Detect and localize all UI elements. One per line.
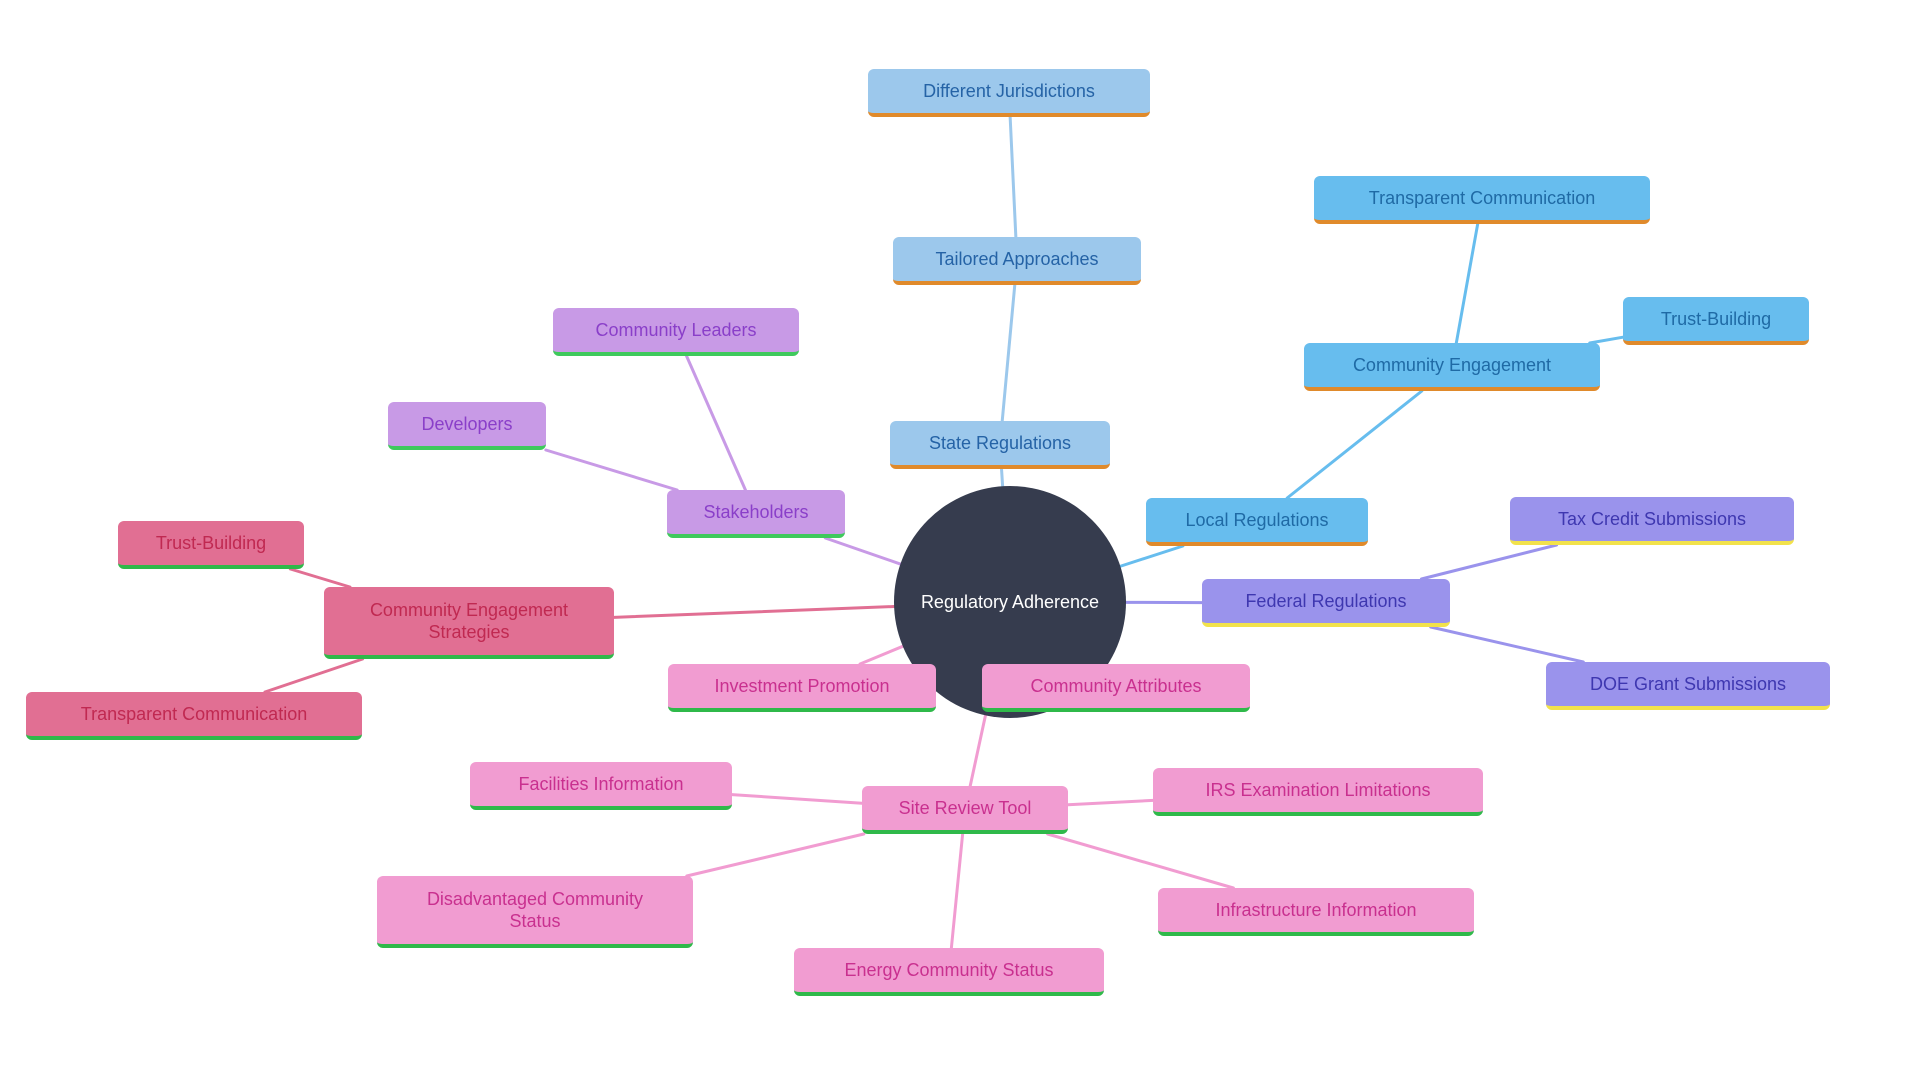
node-developers: Developers — [388, 402, 546, 450]
edge — [1068, 800, 1153, 804]
node-comm_attr: Community Attributes — [982, 664, 1250, 712]
node-local_reg: Local Regulations — [1146, 498, 1368, 546]
node-label: IRS Examination Limitations — [1205, 780, 1430, 801]
mindmap-canvas: Regulatory Adherence Different Jurisdicti… — [0, 0, 1920, 1080]
node-label: Disadvantaged CommunityStatus — [427, 888, 643, 933]
node-disadv: Disadvantaged CommunityStatus — [377, 876, 693, 948]
node-transp_comm1: Transparent Communication — [1314, 176, 1650, 224]
node-label: Developers — [421, 414, 512, 435]
node-state_reg: State Regulations — [890, 421, 1110, 469]
edge — [1287, 391, 1422, 498]
edge — [687, 834, 864, 876]
node-infra: Infrastructure Information — [1158, 888, 1474, 936]
edge — [860, 646, 903, 664]
node-site_review: Site Review Tool — [862, 786, 1068, 834]
edge — [1456, 224, 1477, 343]
node-invest_promo: Investment Promotion — [668, 664, 936, 712]
node-label: State Regulations — [929, 433, 1071, 454]
node-label: Investment Promotion — [714, 676, 889, 697]
edge — [951, 834, 962, 948]
node-facilities: Facilities Information — [470, 762, 732, 810]
node-label: Stakeholders — [703, 502, 808, 523]
edge — [970, 715, 985, 786]
edge — [1048, 834, 1234, 888]
node-trust2: Trust-Building — [118, 521, 304, 569]
node-comm_leaders: Community Leaders — [553, 308, 799, 356]
node-label: Tailored Approaches — [935, 249, 1098, 270]
node-label: Community Leaders — [595, 320, 756, 341]
edge — [614, 606, 894, 617]
node-tax_credit: Tax Credit Submissions — [1510, 497, 1794, 545]
edge — [1002, 285, 1015, 421]
node-ces: Community EngagementStrategies — [324, 587, 614, 659]
node-label: Federal Regulations — [1245, 591, 1406, 612]
edge — [546, 450, 677, 490]
node-label: Community Attributes — [1030, 676, 1201, 697]
node-energy_comm: Energy Community Status — [794, 948, 1104, 996]
node-comm_eng: Community Engagement — [1304, 343, 1600, 391]
node-label: Tax Credit Submissions — [1558, 509, 1746, 530]
node-label: Energy Community Status — [844, 960, 1053, 981]
node-label: Local Regulations — [1185, 510, 1328, 531]
node-fed_reg: Federal Regulations — [1202, 579, 1450, 627]
node-label: Trust-Building — [156, 533, 266, 554]
edge — [825, 538, 900, 564]
edge — [732, 795, 862, 804]
node-label: Site Review Tool — [899, 798, 1032, 819]
node-label: Transparent Communication — [1369, 188, 1595, 209]
node-tailored: Tailored Approaches — [893, 237, 1141, 285]
node-label: Facilities Information — [518, 774, 683, 795]
node-label: Community EngagementStrategies — [370, 599, 568, 644]
node-transp_comm2: Transparent Communication — [26, 692, 362, 740]
edge — [290, 569, 350, 587]
node-label: DOE Grant Submissions — [1590, 674, 1786, 695]
edge — [1002, 469, 1003, 486]
node-diff_juris: Different Jurisdictions — [868, 69, 1150, 117]
node-label: Different Jurisdictions — [923, 81, 1095, 102]
node-irs_exam: IRS Examination Limitations — [1153, 768, 1483, 816]
center-node-label: Regulatory Adherence — [921, 592, 1099, 613]
node-label: Infrastructure Information — [1215, 900, 1416, 921]
node-stakeholders: Stakeholders — [667, 490, 845, 538]
node-trust1: Trust-Building — [1623, 297, 1809, 345]
node-label: Trust-Building — [1661, 309, 1771, 330]
node-doe_grant: DOE Grant Submissions — [1546, 662, 1830, 710]
edge — [687, 356, 746, 490]
edge — [1120, 546, 1183, 566]
edge — [265, 659, 363, 692]
edge — [1010, 117, 1016, 237]
node-label: Transparent Communication — [81, 704, 307, 725]
edge — [1431, 627, 1584, 662]
node-label: Community Engagement — [1353, 355, 1551, 376]
edge — [1421, 545, 1556, 579]
